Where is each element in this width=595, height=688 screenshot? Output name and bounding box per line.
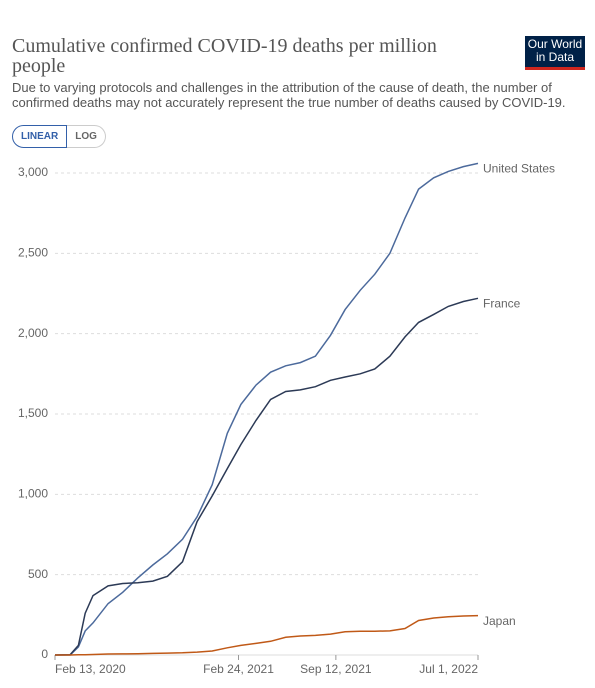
x-tick-label: Jul 1, 2022 (419, 662, 478, 676)
chart-subtitle: Due to varying protocols and challenges … (12, 80, 566, 110)
series-label: United States (483, 162, 555, 176)
chart-title: Cumulative confirmed COVID-19 deaths per… (12, 35, 437, 77)
x-tick-label: Feb 13, 2020 (55, 662, 126, 676)
log-button[interactable]: LOG (67, 125, 106, 148)
line (55, 162, 479, 656)
linear-button[interactable]: LINEAR (12, 125, 68, 148)
line (55, 614, 479, 656)
y-tick-label: 500 (28, 567, 48, 581)
y-tick-label: 0 (41, 647, 48, 661)
scale-toggle: LINEAR LOG (12, 125, 106, 148)
logo-text: in Data (535, 50, 575, 64)
y-tick-label: 1,500 (18, 406, 48, 420)
logo-text: Our World (527, 37, 583, 51)
line (54, 297, 479, 656)
y-tick-label: 3,000 (18, 165, 48, 179)
x-tick-label: Sep 12, 2021 (300, 662, 372, 676)
logo[interactable]: Our World in Data (525, 36, 585, 70)
y-tick-label: 2,500 (18, 246, 48, 260)
y-tick-label: 1,000 (18, 487, 48, 501)
series-label: France (483, 296, 521, 310)
x-tick-label: Feb 24, 2021 (203, 662, 274, 676)
y-tick-label: 2,000 (18, 326, 48, 340)
series-label: Japan (483, 614, 516, 628)
